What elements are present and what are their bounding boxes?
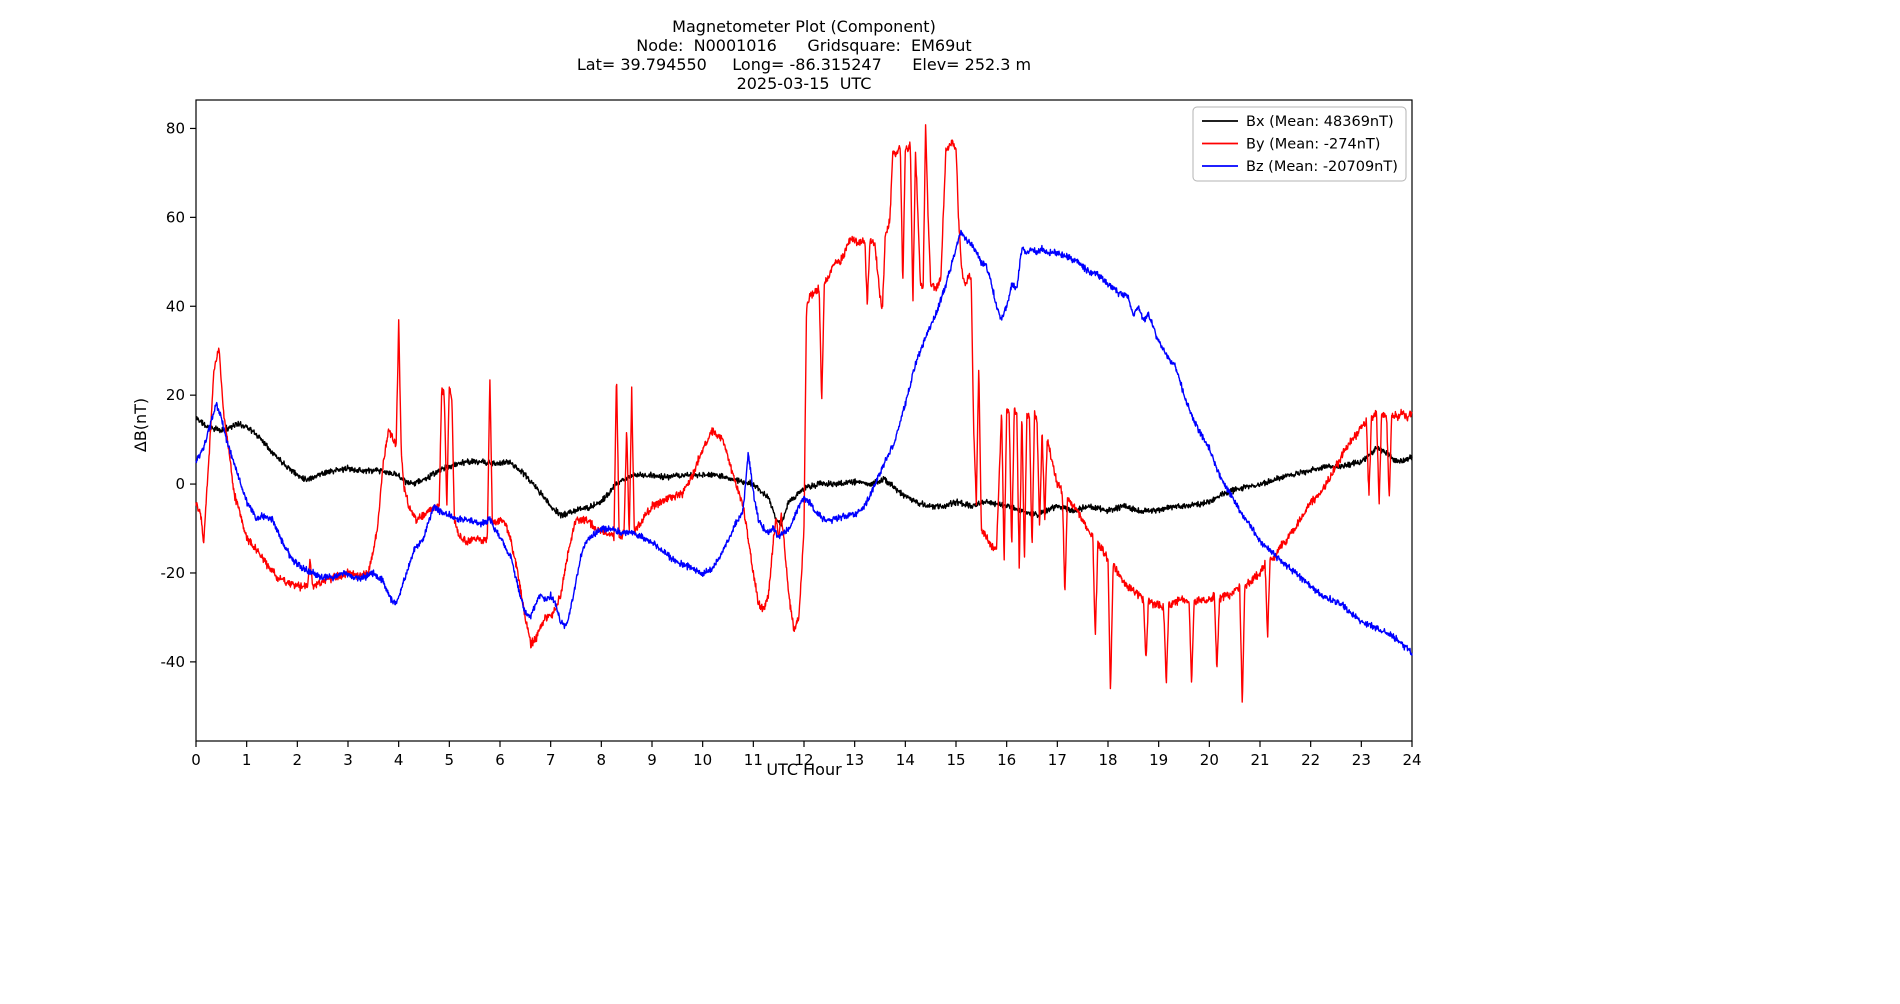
x-tick-label: 12 xyxy=(794,751,813,769)
x-tick-label: 23 xyxy=(1352,751,1371,769)
x-tick-label: 10 xyxy=(693,751,712,769)
x-tick-label: 16 xyxy=(997,751,1016,769)
x-tick-label: 21 xyxy=(1250,751,1269,769)
x-tick-label: 6 xyxy=(495,751,505,769)
x-tick-label: 8 xyxy=(597,751,607,769)
x-axis-label: UTC Hour xyxy=(766,760,842,779)
x-tick-label: 19 xyxy=(1149,751,1168,769)
x-tick-label: 13 xyxy=(845,751,864,769)
chart-title-line-1: Magnetometer Plot (Component) xyxy=(672,17,936,36)
y-tick-label: 0 xyxy=(175,475,185,493)
chart-title-line-4: 2025-03-15 UTC xyxy=(737,74,872,93)
series-by-line xyxy=(195,124,1413,703)
x-tick-label: 14 xyxy=(896,751,915,769)
series-bz-line xyxy=(195,229,1413,656)
x-tick-label: 17 xyxy=(1048,751,1067,769)
x-tick-label: 0 xyxy=(191,751,201,769)
x-tick-label: 15 xyxy=(946,751,965,769)
legend-label-3: Bz (Mean: -20709nT) xyxy=(1246,159,1398,175)
chart-title-line-2: Node: N0001016 Gridsquare: EM69ut xyxy=(636,36,971,55)
x-tick-label: 11 xyxy=(744,751,763,769)
axes-frame xyxy=(195,99,1413,742)
legend-label-1: Bx (Mean: 48369nT) xyxy=(1246,114,1394,130)
y-tick-label: -20 xyxy=(161,564,186,582)
x-tick-label: 22 xyxy=(1301,751,1320,769)
x-tick-label: 7 xyxy=(546,751,556,769)
x-tick-label: 4 xyxy=(394,751,404,769)
x-tick-label: 9 xyxy=(647,751,657,769)
x-tick-label: 2 xyxy=(293,751,303,769)
x-tick-label: 5 xyxy=(445,751,455,769)
x-tick-label: 18 xyxy=(1098,751,1117,769)
y-tick-label: 20 xyxy=(166,386,185,404)
legend-label-2: By (Mean: -274nT) xyxy=(1246,137,1380,153)
legend-box xyxy=(1192,106,1407,182)
plot-area: 0 1 2 3 4 5 6 7 8 9 10 11 12 13 14 15 16 17 18 19 20 21 22 23 24… xyxy=(161,99,1422,769)
x-tick-label: 24 xyxy=(1402,751,1421,769)
y-tick-label: -40 xyxy=(161,653,186,671)
x-tick-label: 20 xyxy=(1200,751,1219,769)
x-tick-label: 3 xyxy=(343,751,353,769)
y-tick-label: 40 xyxy=(166,297,185,315)
y-tick-label: 80 xyxy=(166,119,185,137)
chart-title-line-3: Lat= 39.794550 Long= -86.315247 Elev= 25… xyxy=(577,55,1031,74)
x-tick-label: 1 xyxy=(242,751,252,769)
y-tick-label: 60 xyxy=(166,208,185,226)
y-axis-label: ΔB(nT) xyxy=(131,398,150,452)
